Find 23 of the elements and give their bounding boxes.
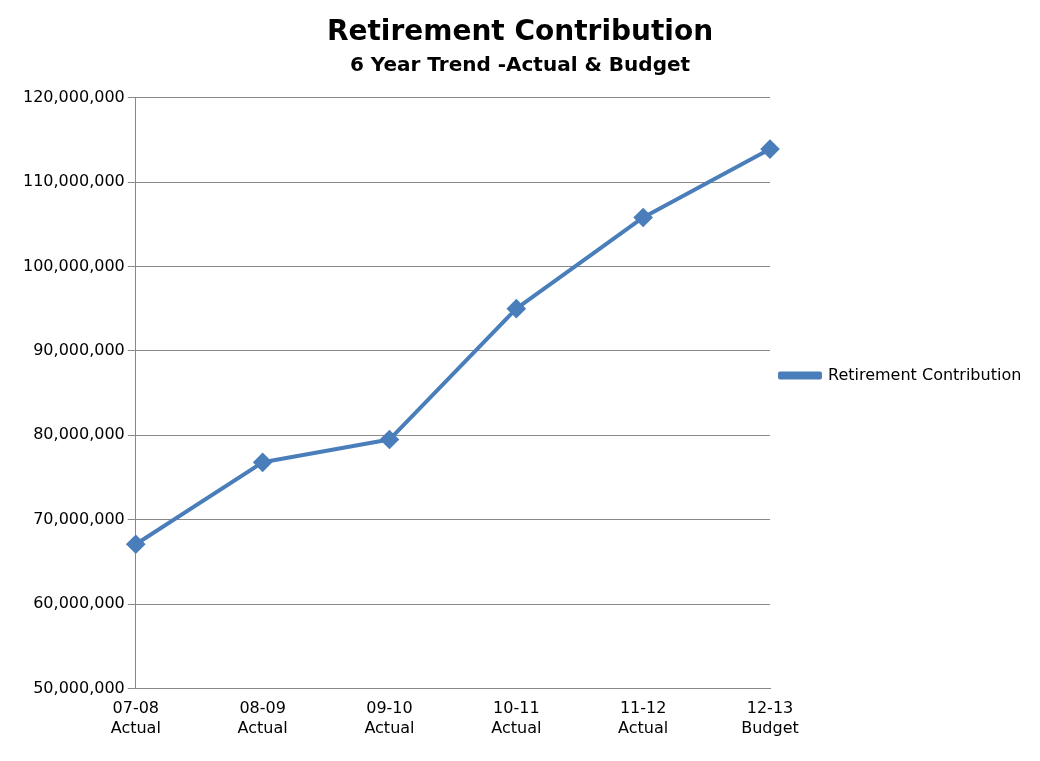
- point: [126, 535, 145, 554]
- point: [507, 299, 526, 318]
- point: [634, 208, 653, 227]
- x-tick-label: 12-13 Budget: [741, 698, 799, 737]
- y-tick-label: 100,000,000: [22, 255, 125, 275]
- y-tick-label: 80,000,000: [33, 424, 125, 444]
- chart-subtitle: 6 Year Trend -Actual & Budget: [349, 51, 691, 76]
- chart-title: Retirement Contribution: [326, 14, 714, 48]
- point: [380, 430, 399, 449]
- x-tick-label: 08-09 Actual: [237, 698, 288, 737]
- x-tick-label: 10-11 Actual: [491, 698, 542, 737]
- y-tick-label: 120,000,000: [22, 86, 125, 106]
- x-tick-label: 11-12 Actual: [618, 698, 669, 737]
- y-tick-label: 90,000,000: [33, 340, 125, 360]
- y-tick-label: 60,000,000: [33, 593, 125, 613]
- y-tick-label: 110,000,000: [22, 171, 125, 191]
- point: [761, 140, 779, 159]
- legend-label: Retirement Contribution: [828, 364, 1022, 384]
- x-tick-label: 07-08 Actual: [110, 698, 161, 737]
- y-tick-label: 70,000,000: [33, 508, 125, 528]
- point: [253, 453, 272, 472]
- x-tick-label: 09-10 Actual: [364, 698, 415, 737]
- y-tick-label: 50,000,000: [33, 677, 125, 697]
